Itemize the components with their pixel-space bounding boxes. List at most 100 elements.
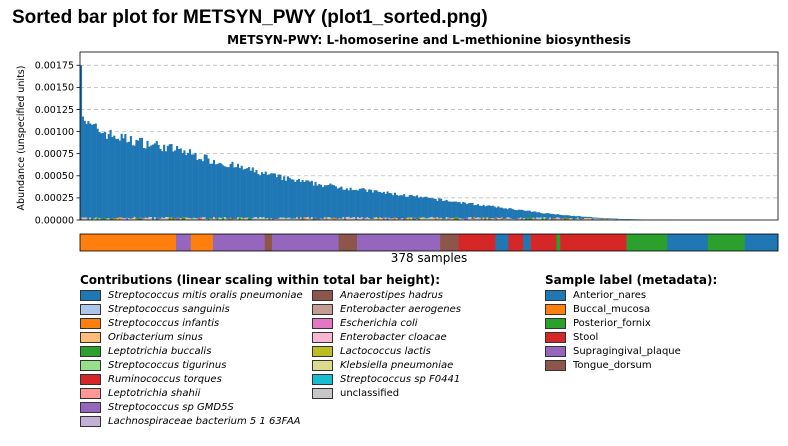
bar-segment (360, 217, 363, 220)
bar-segment (297, 178, 300, 219)
bar-segment (139, 217, 142, 220)
bar-segment (491, 218, 494, 220)
bar-segment (379, 192, 382, 218)
legend-label: Anterior_nares (573, 289, 647, 301)
bar-segment (168, 217, 171, 220)
bar-segment (316, 185, 319, 220)
legend-item: Streptococcus tigurinus (80, 358, 226, 372)
bar-segment (214, 164, 217, 219)
bar-segment (194, 152, 197, 219)
bar-segment (105, 218, 108, 220)
bar-segment (94, 217, 97, 220)
bar-segment (329, 183, 332, 218)
legend-label: Supragingival_plaque (573, 345, 681, 357)
bar-segment (212, 217, 216, 220)
bar-segment (209, 163, 212, 219)
bar-segment (573, 219, 576, 220)
bar-segment (488, 205, 491, 219)
y-tick-label: 0.00100 (35, 127, 74, 138)
bar-segment (606, 218, 609, 220)
bar-segment (574, 218, 577, 220)
bar-segment (244, 168, 247, 218)
legend-swatch (545, 317, 566, 329)
bar-segment (87, 218, 90, 220)
bar-segment (118, 217, 121, 220)
bar-segment (102, 218, 105, 220)
metadata-strip-frame (79, 233, 779, 252)
bar-segment (172, 217, 175, 220)
bar-segment (100, 218, 103, 220)
bar-segment (393, 217, 397, 220)
bar-segment (462, 201, 465, 219)
legend-swatch (80, 289, 101, 301)
bar-segment (576, 217, 579, 220)
legend-swatch (312, 331, 333, 343)
bar-segment (412, 196, 415, 218)
legend-label: Lactococcus lactis (340, 345, 431, 357)
bar-segment (504, 218, 507, 220)
bar-segment (462, 218, 465, 220)
bar-segment (377, 191, 380, 219)
bar-segment (148, 146, 151, 218)
bar-segment (118, 140, 121, 218)
bar-segment (113, 218, 116, 220)
bar-segment (550, 218, 553, 220)
bar-segment (556, 214, 559, 218)
bar-segment (585, 216, 589, 219)
bar-segment (244, 217, 247, 220)
bar-segment (388, 217, 391, 220)
bar-segment (528, 217, 531, 220)
bar-segment (211, 218, 214, 220)
bar-segment (340, 218, 343, 220)
bar-segment (155, 141, 158, 219)
bar-segment (375, 190, 378, 218)
bar-segment (390, 218, 393, 220)
bar-segment (609, 218, 613, 220)
bar-segment (273, 219, 276, 220)
bar-segment (591, 217, 594, 219)
bar-segment (569, 218, 572, 220)
bar-segment (495, 207, 498, 218)
bar-segment (475, 217, 478, 220)
bar-segment (238, 167, 241, 218)
bar-segment (80, 217, 83, 220)
bar-segment (390, 193, 393, 219)
bar-segment (92, 124, 96, 219)
y-tick-label: 0.00000 (35, 215, 74, 226)
bar-segment (260, 172, 264, 218)
bar-segment (128, 218, 131, 220)
legend-label: Posterior_fornix (573, 317, 651, 329)
bar-segment (242, 169, 245, 219)
plot-frame (79, 51, 779, 221)
bar-segment (85, 123, 88, 218)
bar-segment (161, 151, 164, 218)
bar-segment (436, 200, 439, 218)
bar-segment (331, 218, 334, 220)
bar-segment (421, 197, 424, 218)
bar-segment (131, 145, 134, 219)
legend-swatch (312, 387, 333, 399)
bar-segment (209, 218, 212, 220)
bar-segment (565, 218, 568, 220)
y-tick-label: 0.00075 (35, 149, 74, 160)
bar-segment (602, 218, 605, 220)
bar-segment (196, 218, 199, 220)
bar-segment (211, 163, 214, 219)
bar-segment (368, 218, 371, 220)
bar-segment (163, 144, 166, 219)
metadata-segment (176, 234, 192, 251)
bar-segment (526, 210, 529, 219)
bar-segment (251, 218, 254, 220)
metadata-segment (560, 234, 627, 251)
y-axis-label: Abundance (unspecified units) (16, 66, 27, 211)
bar-segment (615, 218, 618, 220)
bar-segment (611, 219, 614, 220)
bar-segment (187, 152, 190, 218)
legend-swatch (312, 317, 333, 329)
bar-segment (410, 194, 413, 218)
bar-segment (334, 218, 337, 220)
legend-label: Tongue_dorsum (573, 359, 652, 371)
bar-segment (460, 203, 463, 219)
legend-swatch (80, 331, 101, 343)
bar-segment (356, 217, 360, 220)
